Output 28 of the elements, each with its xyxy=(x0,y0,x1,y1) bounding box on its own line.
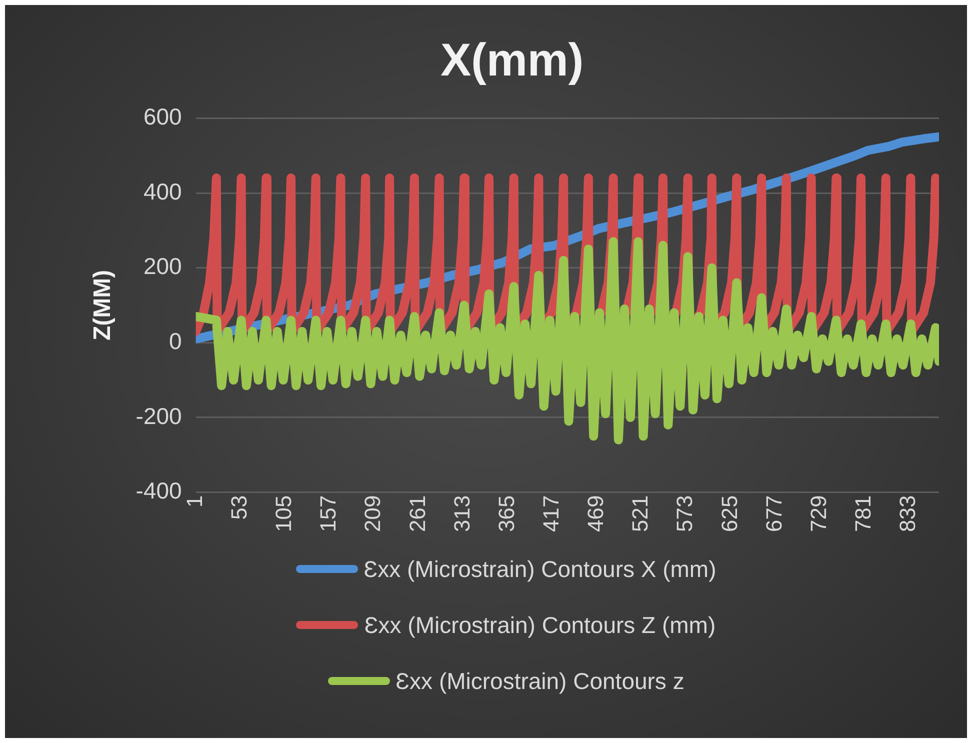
legend-label: Ɛxx (Microstrain) Contours Z (mm) xyxy=(364,612,716,638)
y-tick-label: -200 xyxy=(136,402,182,429)
x-tick-label: 625 xyxy=(716,495,742,532)
chart-title: X(mm) xyxy=(440,33,584,86)
y-tick-label: 0 xyxy=(169,328,182,354)
y-tick-label: 400 xyxy=(143,178,182,204)
x-tick-label: 781 xyxy=(850,495,876,532)
x-tick-label: 417 xyxy=(538,495,564,532)
y-axis-title: Z(MM) xyxy=(89,270,116,341)
x-tick-label: 53 xyxy=(226,495,252,520)
y-tick-label: 600 xyxy=(143,104,182,130)
legend-label: Ɛxx (Microstrain) Contours z xyxy=(396,668,684,694)
y-tick-label: -400 xyxy=(136,478,182,504)
x-tick-label: 521 xyxy=(628,495,653,532)
x-tick-label: 469 xyxy=(583,495,608,532)
x-tick-label: 157 xyxy=(316,495,341,532)
x-tick-label: 261 xyxy=(404,495,430,532)
x-tick-label: 677 xyxy=(761,495,786,532)
x-tick-label: 573 xyxy=(672,495,698,532)
x-tick-label: 1 xyxy=(182,495,207,508)
x-tick-label: 209 xyxy=(360,495,386,532)
x-tick-label: 833 xyxy=(895,495,920,532)
x-tick-label: 313 xyxy=(449,495,474,532)
x-tick-label: 105 xyxy=(271,495,296,532)
y-tick-label: 200 xyxy=(143,253,182,280)
legend-label: Ɛxx (Microstrain) Contours X (mm) xyxy=(364,556,716,582)
x-tick-label: 729 xyxy=(806,495,831,532)
x-tick-label: 365 xyxy=(494,495,519,532)
